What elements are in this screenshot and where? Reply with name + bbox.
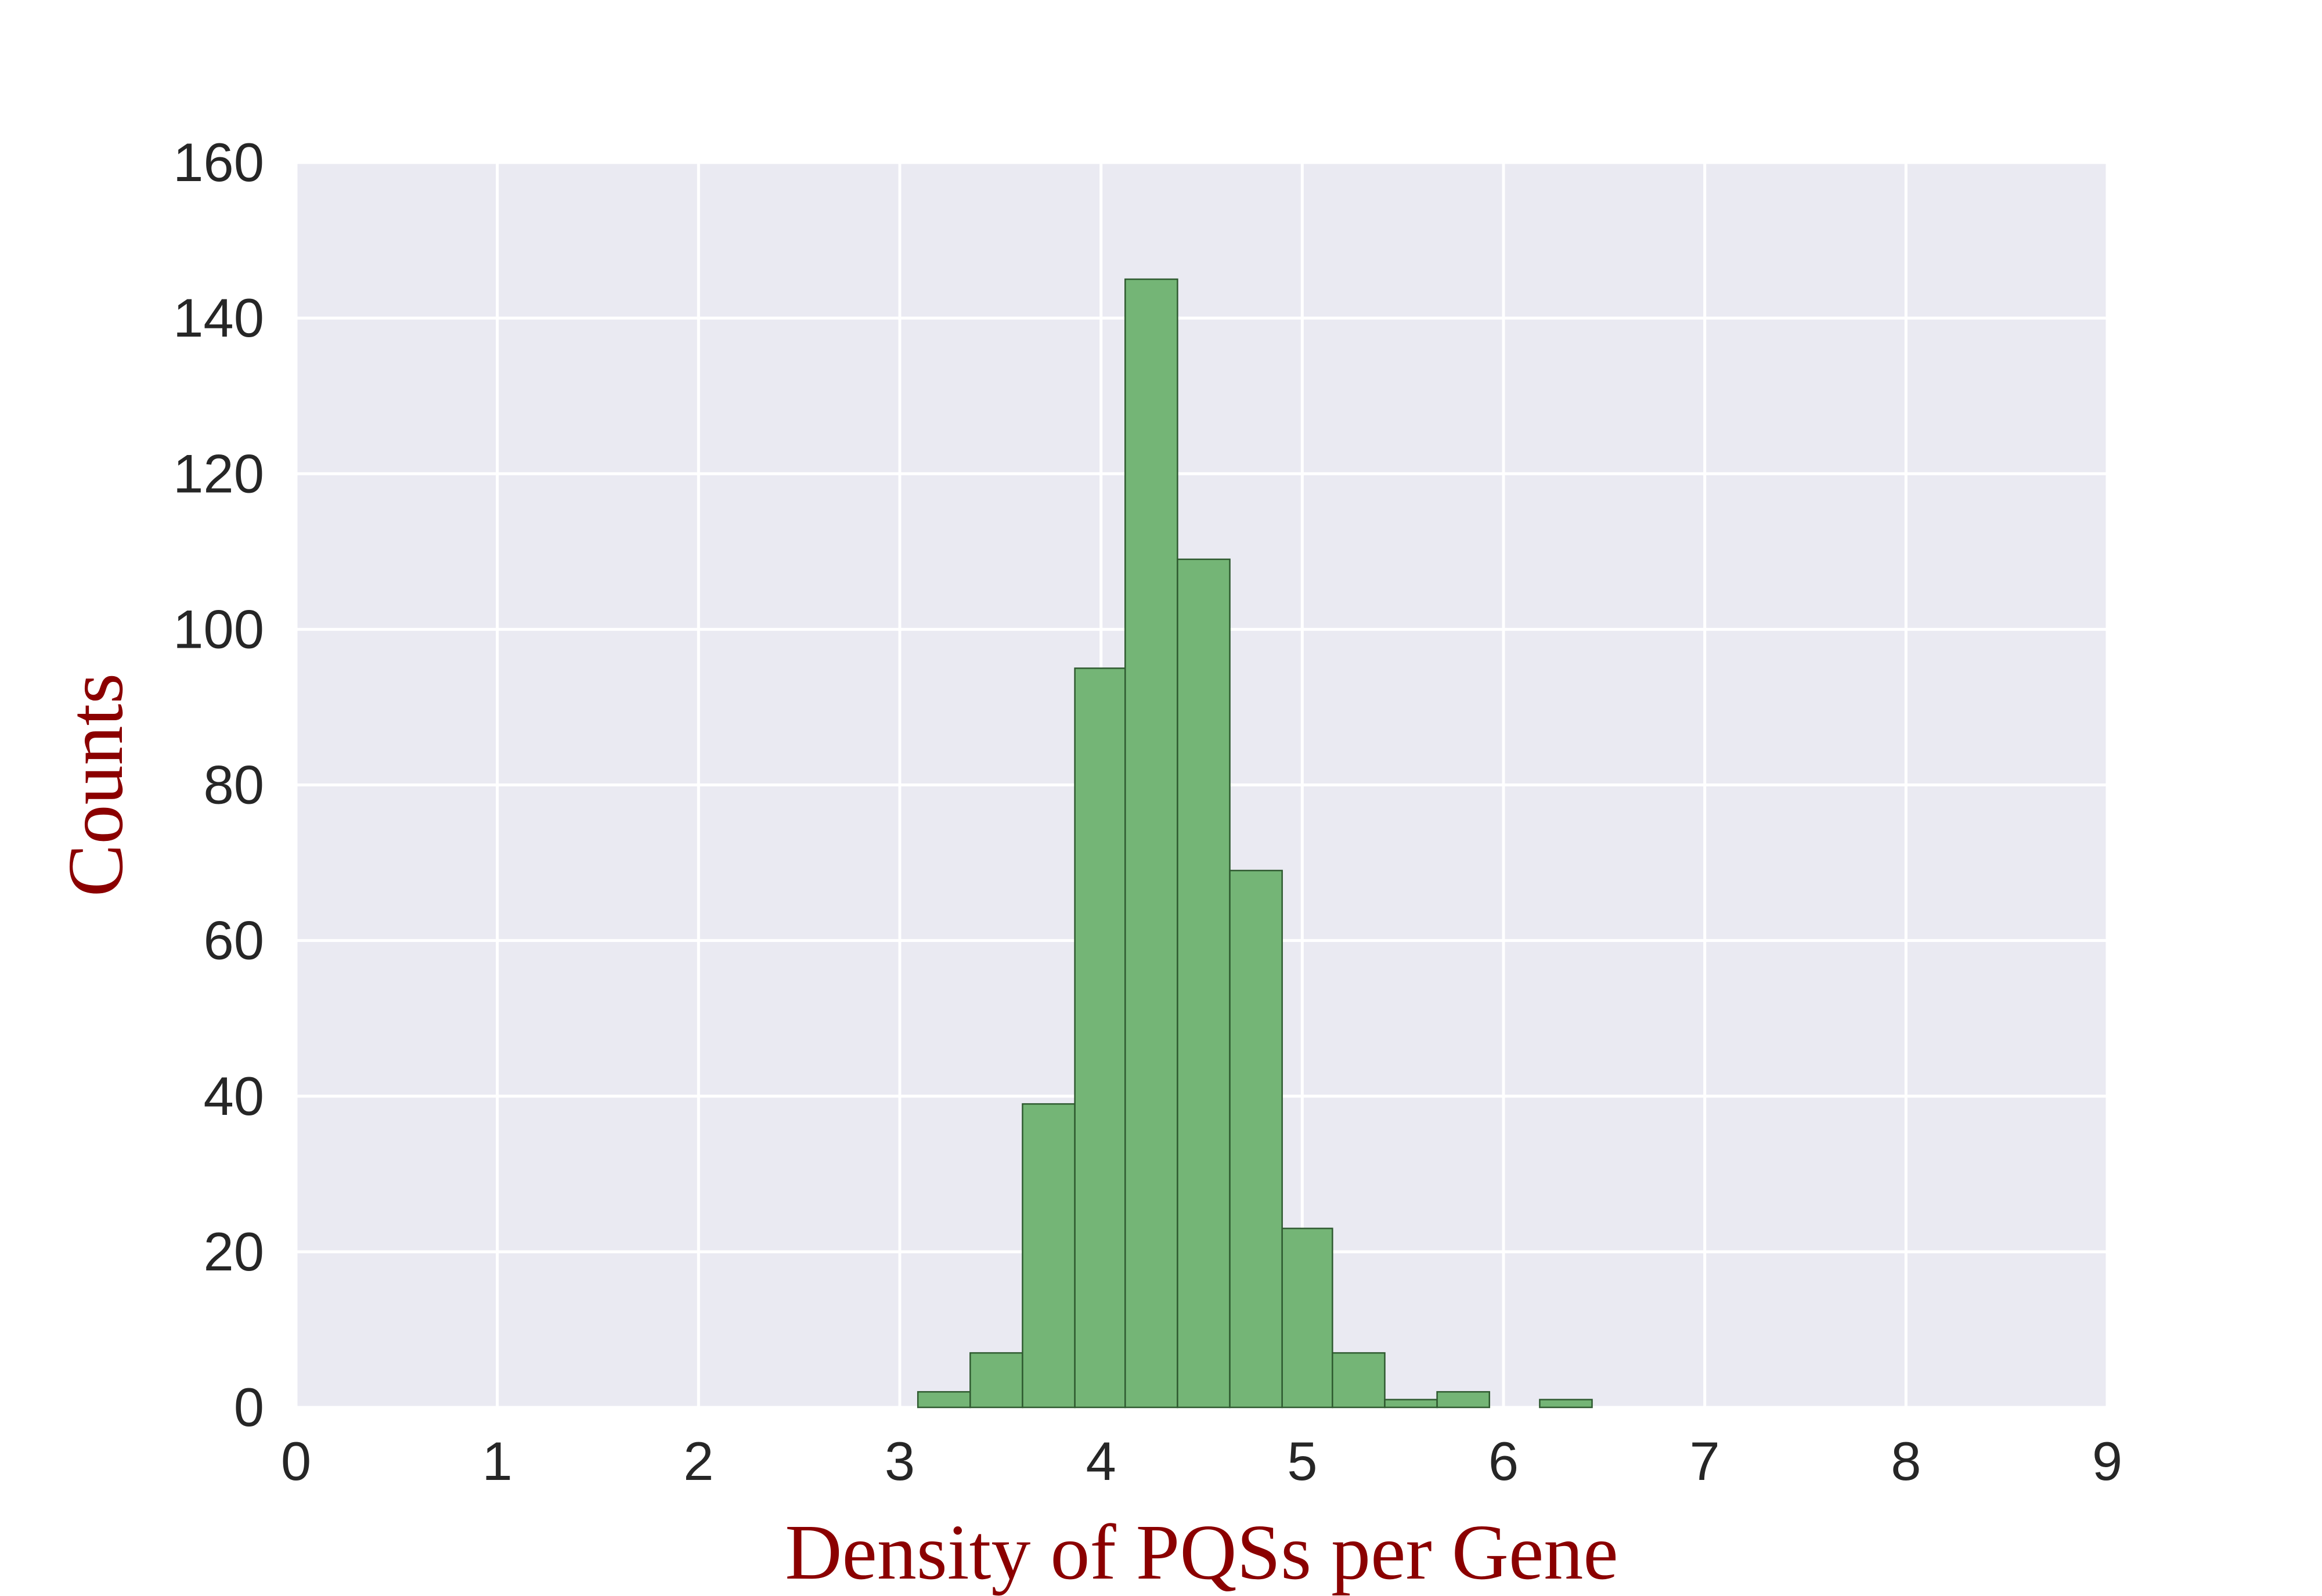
y-tick-label: 100 bbox=[173, 598, 264, 659]
x-tick-label: 9 bbox=[2092, 1431, 2122, 1492]
x-tick-label: 6 bbox=[1488, 1431, 1519, 1492]
x-tick-label: 8 bbox=[1891, 1431, 1921, 1492]
y-tick-label: 40 bbox=[203, 1066, 264, 1126]
x-tick-label: 0 bbox=[281, 1431, 311, 1492]
x-tick-label: 4 bbox=[1086, 1431, 1116, 1492]
histogram-bar bbox=[1022, 1103, 1076, 1409]
x-axis-ticks: 0 1 2 3 4 5 6 7 8 9 bbox=[281, 1431, 2122, 1492]
histogram-bar bbox=[917, 1391, 971, 1409]
histogram-bar bbox=[1281, 1227, 1333, 1409]
histogram-bar bbox=[1436, 1391, 1490, 1409]
histogram-bar bbox=[1124, 278, 1178, 1409]
y-tick-label: 160 bbox=[173, 132, 264, 193]
y-tick-label: 80 bbox=[203, 754, 264, 815]
x-tick-label: 2 bbox=[683, 1431, 713, 1492]
histogram-bar bbox=[1539, 1399, 1593, 1409]
x-axis-label: Density of PQSs per Gene bbox=[785, 1509, 1618, 1596]
x-tick-label: 5 bbox=[1287, 1431, 1317, 1492]
y-tick-label: 20 bbox=[203, 1221, 264, 1282]
y-axis-ticks: 0 20 40 60 80 100 120 140 160 bbox=[173, 132, 264, 1438]
histogram-bar bbox=[969, 1352, 1023, 1409]
histogram-bar bbox=[1177, 558, 1231, 1409]
histogram-bar bbox=[1074, 667, 1126, 1409]
x-tick-label: 1 bbox=[482, 1431, 513, 1492]
y-axis-label: Counts bbox=[52, 673, 139, 897]
bars bbox=[917, 278, 1593, 1409]
histogram-bar bbox=[1229, 869, 1283, 1409]
y-tick-label: 0 bbox=[234, 1377, 264, 1438]
histogram-bar bbox=[1332, 1352, 1386, 1409]
x-tick-label: 3 bbox=[885, 1431, 915, 1492]
y-tick-label: 60 bbox=[203, 910, 264, 971]
y-tick-label: 120 bbox=[173, 443, 264, 504]
y-tick-label: 140 bbox=[173, 287, 264, 348]
histogram-bar bbox=[1384, 1399, 1438, 1409]
x-tick-label: 7 bbox=[1690, 1431, 1720, 1492]
